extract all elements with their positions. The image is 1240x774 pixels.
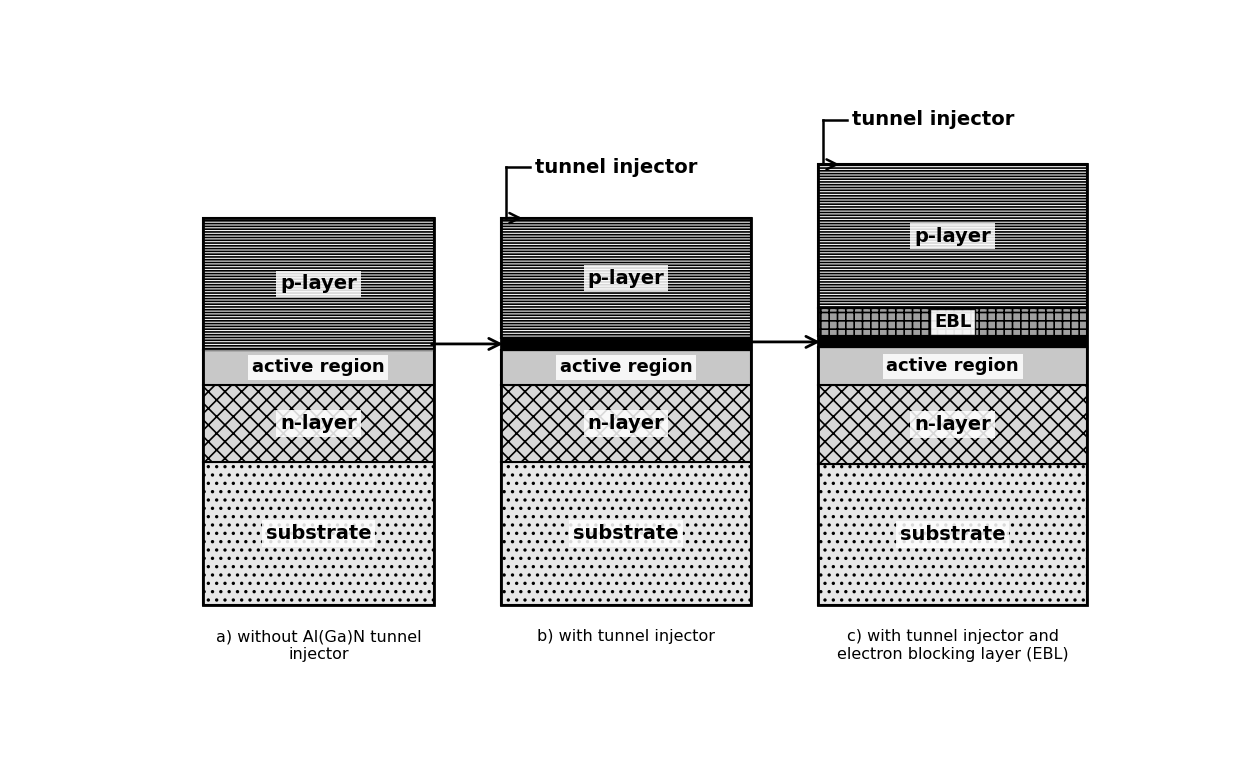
Bar	[818, 464, 1087, 605]
Bar	[501, 218, 750, 338]
Bar	[818, 308, 1087, 337]
Bar	[501, 350, 750, 385]
Bar	[818, 385, 1087, 464]
Text: EBL: EBL	[934, 313, 971, 331]
Text: substrate: substrate	[900, 526, 1006, 544]
Text: a) without Al(Ga)N tunnel
injector: a) without Al(Ga)N tunnel injector	[216, 629, 422, 662]
Text: p-layer: p-layer	[280, 275, 357, 293]
Bar	[818, 164, 1087, 605]
Bar	[203, 462, 434, 605]
Bar	[818, 348, 1087, 385]
Bar	[203, 218, 434, 350]
Bar	[501, 385, 750, 462]
Bar	[203, 218, 434, 605]
Text: n-layer: n-layer	[280, 414, 357, 433]
Bar	[501, 218, 750, 605]
Text: substrate: substrate	[573, 524, 678, 543]
Text: active region: active region	[887, 357, 1019, 375]
Text: n-layer: n-layer	[914, 415, 991, 434]
Bar	[203, 385, 434, 462]
Bar	[203, 350, 434, 385]
Text: c) with tunnel injector and
electron blocking layer (EBL): c) with tunnel injector and electron blo…	[837, 629, 1069, 662]
Text: p-layer: p-layer	[914, 227, 991, 245]
Text: tunnel injector: tunnel injector	[534, 158, 697, 177]
Text: tunnel injector: tunnel injector	[852, 110, 1014, 129]
Text: substrate: substrate	[265, 524, 371, 543]
Bar	[501, 462, 750, 605]
Bar	[818, 164, 1087, 308]
Text: active region: active region	[252, 358, 384, 376]
Bar	[818, 337, 1087, 348]
Text: n-layer: n-layer	[588, 414, 665, 433]
Text: active region: active region	[559, 358, 692, 376]
Bar	[501, 338, 750, 350]
Text: p-layer: p-layer	[588, 269, 665, 288]
Text: b) with tunnel injector: b) with tunnel injector	[537, 629, 715, 644]
